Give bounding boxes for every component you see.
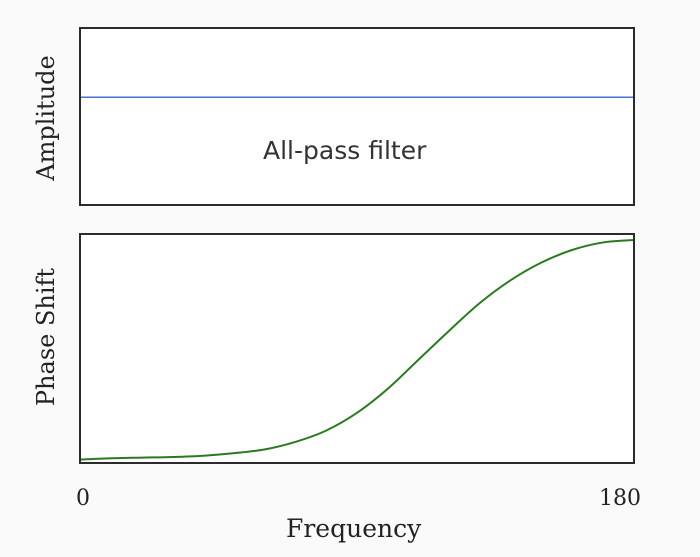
amplitude-y-axis-label: Amplitude [32, 55, 60, 181]
amplitude-plot-panel [79, 27, 635, 206]
x-tick-label-180: 180 [599, 486, 641, 511]
frequency-x-axis-label: Frequency [286, 514, 422, 543]
phase-plot-panel [79, 233, 635, 464]
phase-y-axis-label: Phase Shift [32, 267, 60, 407]
all-pass-filter-annotation: All-pass filter [263, 136, 427, 165]
phase-series-line [80, 239, 634, 461]
x-tick-label-0: 0 [76, 486, 90, 511]
